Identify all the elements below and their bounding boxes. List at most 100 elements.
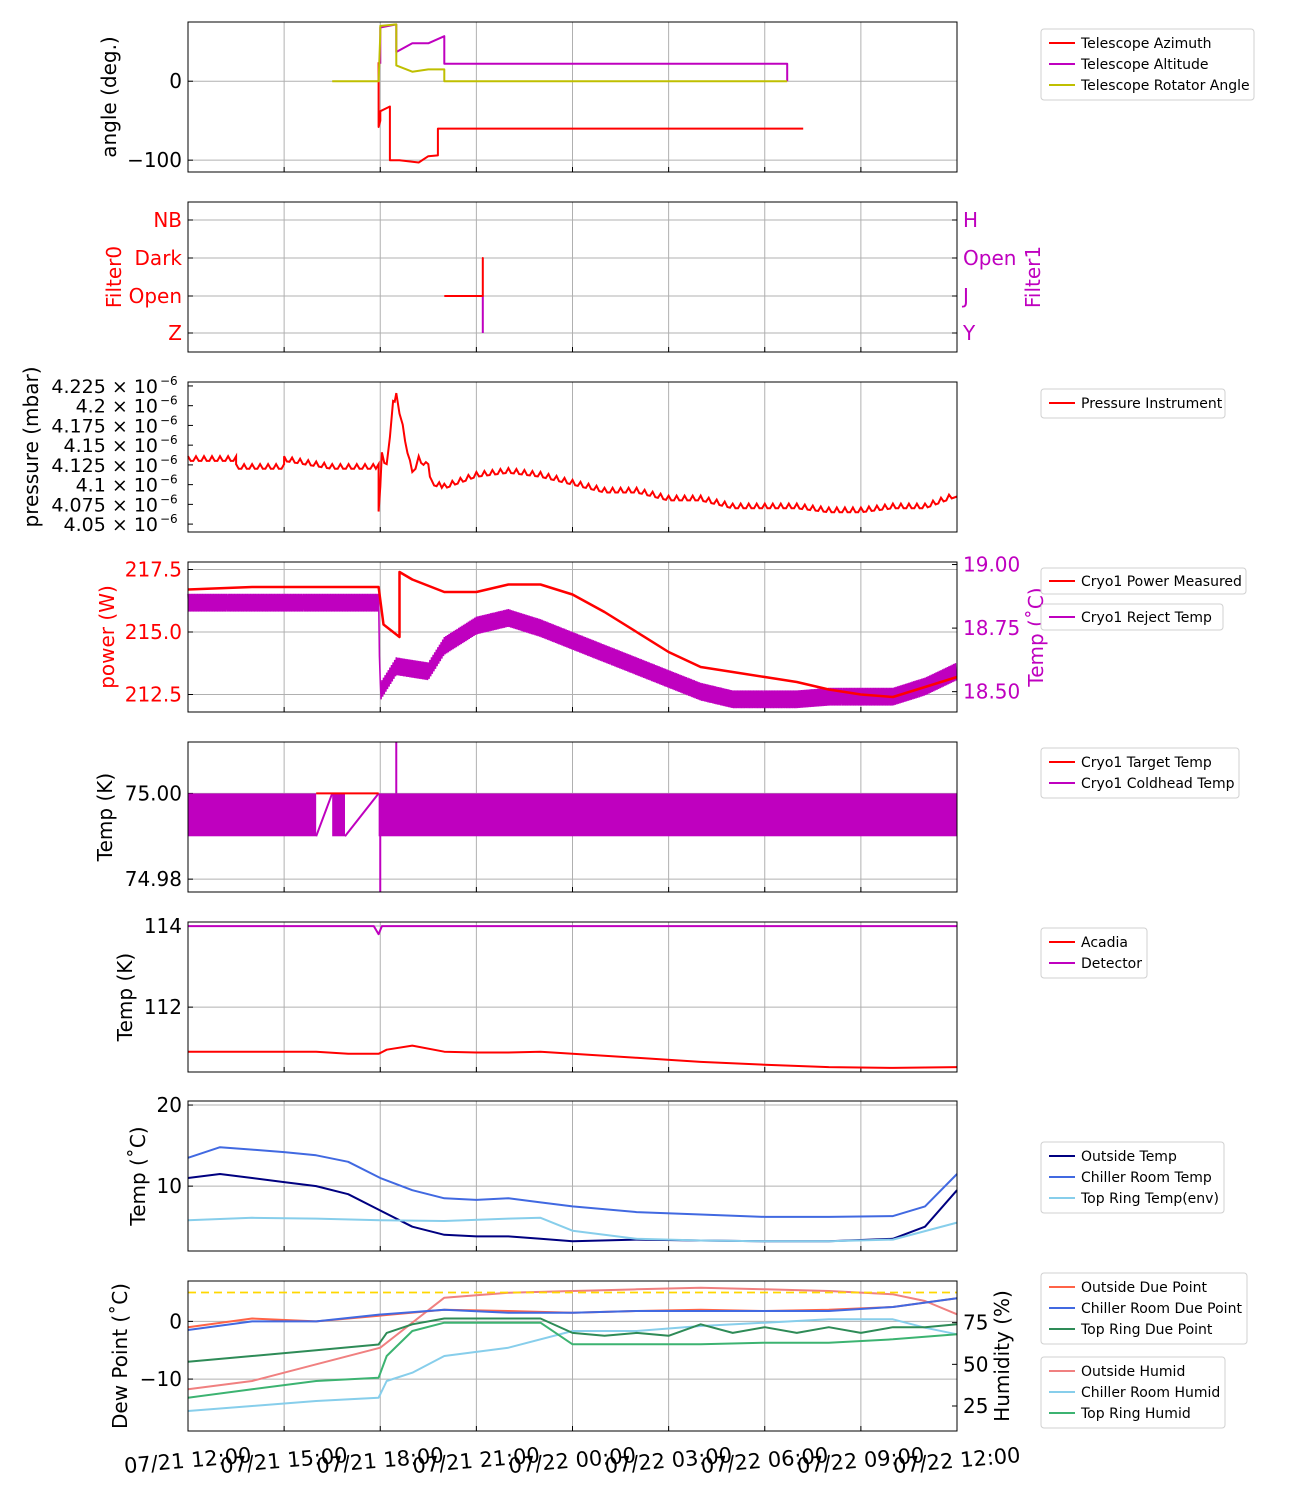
legend-label: Chiller Room Temp <box>1081 1170 1212 1186</box>
legend-label: Top Ring Humid <box>1080 1406 1191 1422</box>
panel-coldhead: 75.00 74.98 Temp (K) Cryo1 Target Temp Cryo1… <box>93 741 1240 893</box>
y-tick-label: −10 <box>140 1367 182 1391</box>
legend-box <box>1040 1141 1225 1214</box>
y2-tick-label: 25 <box>963 1394 988 1418</box>
y-tick-exponent: −6 <box>160 453 178 467</box>
panel-dewpoint-humidity: 0 −10 75 50 25 Dew Point (˚C) Humidity (%) Outs… <box>108 1272 1248 1432</box>
coldhead-band <box>378 793 957 837</box>
panel-ambient-temp: 20 10 Temp (˚C) Outside Temp Chiller Room Te… <box>126 1093 1225 1252</box>
y-tick-mantissa: 4.15 × 10 <box>64 435 158 457</box>
legend-label: Telescope Altitude <box>1080 57 1209 73</box>
y-tick-exponent: −6 <box>160 394 178 408</box>
y-tick-mantissa: 4.075 × 10 <box>51 494 158 516</box>
y-tick-label: 4.125 × 10 <box>51 455 158 477</box>
y-tick-label: 0 <box>169 1309 182 1333</box>
plot-frame <box>187 21 958 173</box>
y-tick-label: 4.1 × 10 <box>76 475 158 497</box>
y-axis-label: Temp (K) <box>113 953 137 1042</box>
series-line <box>453 295 484 333</box>
legend-box <box>1040 567 1247 595</box>
plot-frame <box>187 921 958 1073</box>
series-line <box>187 1297 958 1331</box>
series-line <box>187 1216 958 1243</box>
y-tick-label: 112 <box>144 995 182 1019</box>
y-tick-mantissa: 4.2 × 10 <box>76 396 158 418</box>
y-tick-label: 215.0 <box>125 620 182 644</box>
y-tick-mantissa: 4.1 × 10 <box>76 475 158 497</box>
y-tick-label: 74.98 <box>125 867 182 891</box>
legend-label: Chiller Room Humid <box>1081 1385 1220 1401</box>
y-tick-label: Open <box>129 284 182 308</box>
series-line <box>187 1317 958 1363</box>
y-tick-exponent: −6 <box>160 374 178 388</box>
y-tick-exponent: −6 <box>160 492 178 506</box>
y-axis-label: Temp (˚C) <box>126 1126 150 1226</box>
plot-frame <box>187 201 958 353</box>
y-tick-label: 212.5 <box>125 683 182 707</box>
y2-tick-label: 19.00 <box>963 553 1020 577</box>
series-line <box>187 1318 958 1412</box>
legend-box <box>1040 747 1240 799</box>
y-tick-label: NB <box>153 208 182 232</box>
y-tick-label: 114 <box>144 914 182 938</box>
legend-label: Chiller Room Due Point <box>1081 1301 1242 1317</box>
series-line <box>187 570 958 699</box>
y2-tick-label: Open <box>963 246 1016 270</box>
legend-box <box>1040 28 1255 101</box>
series-line <box>187 392 958 514</box>
y-tick-exponent: −6 <box>160 512 178 526</box>
legend-label: Top Ring Due Point <box>1080 1322 1213 1338</box>
legend-label: Top Ring Temp(env) <box>1080 1191 1219 1207</box>
series-line <box>377 62 804 164</box>
y-tick-label: 4.05 × 10 <box>64 514 158 536</box>
y-tick-label: 4.175 × 10 <box>51 415 158 437</box>
series-line <box>187 1321 958 1399</box>
y-tick-exponent: −6 <box>160 473 178 487</box>
y2-tick-label: 75 <box>963 1311 988 1335</box>
y2-tick-label: 50 <box>963 1352 988 1376</box>
legend-label: Telescope Rotator Angle <box>1080 78 1250 94</box>
y2-axis-label: Temp (˚C) <box>1024 587 1048 687</box>
y-axis-label: Temp (K) <box>93 773 117 862</box>
legend-label: Outside Due Point <box>1081 1280 1208 1296</box>
series-line <box>444 257 484 297</box>
plot-frame <box>187 741 958 893</box>
y2-axis-label: Filter1 <box>1021 246 1045 308</box>
y-tick-label: 4.2 × 10 <box>76 396 158 418</box>
legend-box <box>1040 603 1224 631</box>
legend-label: Telescope Azimuth <box>1080 36 1211 52</box>
y-tick-label: 4.15 × 10 <box>64 435 158 457</box>
y-axis-label: power (W) <box>95 585 119 689</box>
legend-box <box>1040 1356 1226 1429</box>
y2-tick-label: Y <box>962 321 976 345</box>
y-axis-label: pressure (mbar) <box>19 366 43 527</box>
y-tick-mantissa: 4.05 × 10 <box>64 514 158 536</box>
coldhead-band <box>188 793 317 837</box>
series-line <box>187 1146 958 1218</box>
legend-label: Detector <box>1081 956 1142 972</box>
y-axis-label: Filter0 <box>102 246 126 308</box>
panel-cryo-power: 217.5 215.0 212.5 19.00 18.75 18.50 power (W) T… <box>95 553 1247 713</box>
y-tick-label: 217.5 <box>125 558 182 582</box>
series-line <box>188 925 957 936</box>
y2-tick-label: J <box>961 284 969 308</box>
y2-tick-label: H <box>963 208 978 232</box>
y2-tick-label: 18.75 <box>963 616 1020 640</box>
legend-label: Acadia <box>1081 935 1128 951</box>
panel-filters: NB H Dark Open Open J Z Y Filter0 Filter1 <box>102 201 1045 353</box>
series-line <box>315 793 334 837</box>
series-line <box>332 23 788 83</box>
y-axis-label: angle (deg.) <box>97 36 121 158</box>
y-tick-exponent: −6 <box>160 433 178 447</box>
y-tick-label: 75.00 <box>125 781 182 805</box>
y-tick-label: 4.075 × 10 <box>51 494 158 516</box>
y-axis-label: Dew Point (˚C) <box>108 1283 132 1429</box>
legend-label: Cryo1 Reject Temp <box>1081 610 1212 626</box>
series-line <box>379 23 789 82</box>
panel-detector: 114 112 Temp (K) Acadia Detector <box>113 914 1148 1073</box>
legend-label: Outside Humid <box>1081 1364 1185 1380</box>
plot-frame <box>187 1280 958 1432</box>
legend-label: Pressure Instrument <box>1081 396 1223 412</box>
